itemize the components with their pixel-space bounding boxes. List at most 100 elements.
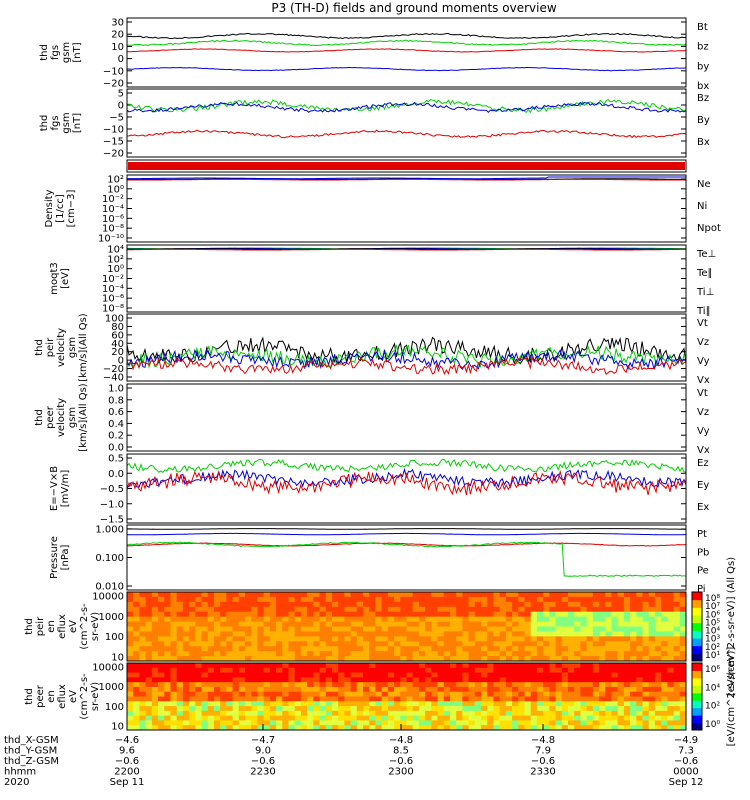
spectrogram-cell <box>127 592 134 598</box>
y-tick-label: 1000 <box>99 682 124 693</box>
spectrogram-cell <box>487 592 494 598</box>
spectrogram-cell <box>387 691 395 697</box>
spectrogram-cell <box>493 663 501 669</box>
spectrogram-cell <box>524 691 532 697</box>
spectrogram-cell <box>363 606 370 613</box>
spectrogram-cell <box>338 686 345 693</box>
spectrogram-cell <box>592 725 600 731</box>
spectrogram-cell <box>400 646 407 652</box>
spectrogram-cell <box>139 641 147 647</box>
spectrogram-cell <box>356 682 364 688</box>
spectrogram-cell <box>580 701 588 707</box>
spectrogram-cell <box>127 616 134 622</box>
spectrogram-cell <box>673 725 681 731</box>
spectrogram-cell <box>611 686 619 693</box>
spectrogram-cell <box>406 596 414 603</box>
spectrogram-cell <box>288 710 296 717</box>
spectrogram-cell <box>220 696 227 702</box>
spectrogram-cell <box>207 725 215 731</box>
spectrogram-cell <box>195 706 202 712</box>
spectrogram-cell <box>257 616 265 622</box>
spectrogram-cell <box>164 706 171 712</box>
spectrogram-cell <box>319 691 327 697</box>
spectrogram-cell <box>245 701 252 707</box>
spectrogram-cell <box>363 646 370 652</box>
spectrogram-cell <box>449 720 457 726</box>
spectrogram-cell <box>661 663 668 669</box>
y-label-line: gsm <box>67 337 78 358</box>
spectrogram-cell <box>462 663 470 669</box>
spectrogram-cell <box>574 601 581 608</box>
spectrogram-cell <box>586 663 594 669</box>
spectrogram-cell <box>325 667 333 673</box>
spectrogram-cell <box>400 725 407 731</box>
y-label-line: thd <box>39 115 50 132</box>
spectrogram-cell <box>586 696 594 702</box>
spectrogram-cell <box>356 672 364 678</box>
spectrogram-cell <box>536 621 544 627</box>
spectrogram-cell <box>133 616 140 622</box>
spectrogram-cell <box>139 672 147 678</box>
spectrogram-cell <box>549 641 556 647</box>
spectrogram-cell <box>474 631 482 637</box>
spectrogram-cell <box>300 646 308 652</box>
spectrogram-cell <box>561 696 569 702</box>
spectrogram-cell <box>592 646 600 652</box>
spectrogram-cell <box>257 606 265 613</box>
spectrogram-cell <box>642 611 650 618</box>
spectrogram-cell <box>592 682 600 688</box>
spectrogram-cell <box>431 631 438 637</box>
spectrogram-cell <box>158 672 165 678</box>
spectrogram-cell <box>300 691 308 697</box>
spectrogram-cell <box>425 725 432 731</box>
spectrogram-cell <box>300 651 308 657</box>
spectrogram-cell <box>170 667 178 673</box>
spectrogram-cell <box>139 601 147 608</box>
spectrogram-cell <box>394 616 401 622</box>
spectrogram-cell <box>561 667 569 673</box>
y-tick-label: 0.2 <box>108 431 124 442</box>
spectrogram-cell <box>648 710 656 717</box>
spectrogram-cell <box>394 710 401 717</box>
spectrogram-cell <box>611 663 619 669</box>
series-line-green <box>126 39 687 47</box>
spectrogram-cell <box>555 601 563 608</box>
spectrogram-cell <box>406 646 414 652</box>
spectrogram-cell <box>586 701 594 707</box>
spectrogram-cell <box>648 725 656 731</box>
spectrogram-cell <box>176 646 184 652</box>
spectrogram-cell <box>195 616 202 622</box>
spectrogram-cell <box>313 606 320 613</box>
spectrogram-cell <box>561 641 569 647</box>
spectrogram-cell <box>543 691 550 697</box>
spectrogram-cell <box>617 636 625 642</box>
spectrogram-cell <box>220 710 227 717</box>
spectrogram-cell <box>505 677 513 683</box>
spectrogram-cell <box>611 601 619 608</box>
series-line-black <box>127 528 686 530</box>
spectrogram-cell <box>158 601 165 608</box>
spectrogram-cell <box>356 667 364 673</box>
spectrogram-cell <box>170 672 178 678</box>
spectrogram-cell <box>667 696 674 702</box>
spectrogram-cell <box>394 656 401 662</box>
panel-peer_velocity: thdpeervelocitygsm[km/s](All Qs) 1.00.80.… <box>34 383 710 456</box>
spectrogram-cell <box>176 667 184 673</box>
spectrogram-cell <box>561 606 569 613</box>
spectrogram-cell <box>182 651 190 657</box>
spectrogram-cell <box>437 592 445 598</box>
spectrogram-cell <box>599 663 606 669</box>
spectrogram-cell <box>462 715 470 721</box>
spectrogram-cell <box>381 596 389 603</box>
spectrogram-cell <box>145 710 153 717</box>
spectrogram-cell <box>462 636 470 642</box>
spectrogram-cell <box>530 646 538 652</box>
spectrogram-cell <box>449 656 457 662</box>
spectrogram-cell <box>325 656 333 662</box>
spectrogram-cell <box>543 616 550 622</box>
spectrogram-cell <box>468 621 476 627</box>
spectrogram-cell <box>282 596 289 603</box>
spectrogram-cell <box>437 616 445 622</box>
spectrogram-cell <box>400 616 407 622</box>
spectrogram-cell <box>518 677 525 683</box>
